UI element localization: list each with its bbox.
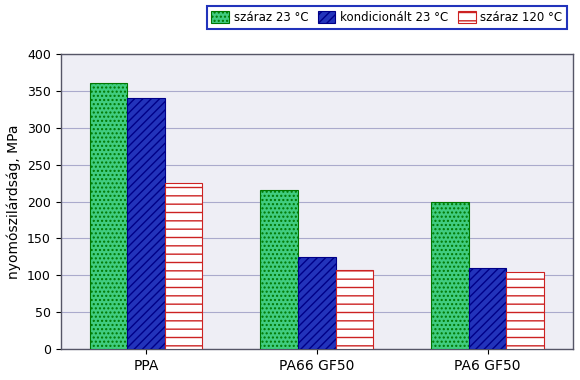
Bar [165,183,202,349]
Bar [469,268,506,349]
Bar [336,269,373,349]
Bar [298,257,336,349]
Bar [127,98,165,349]
Bar [506,272,544,349]
Legend: száraz 23 °C, kondicionált 23 °C, száraz 120 °C: száraz 23 °C, kondicionált 23 °C, száraz… [206,6,567,29]
Y-axis label: nyomószilárdság, MPa: nyomószilárdság, MPa [7,124,21,279]
Bar [90,83,127,349]
Bar [432,201,469,349]
Bar [260,190,298,349]
